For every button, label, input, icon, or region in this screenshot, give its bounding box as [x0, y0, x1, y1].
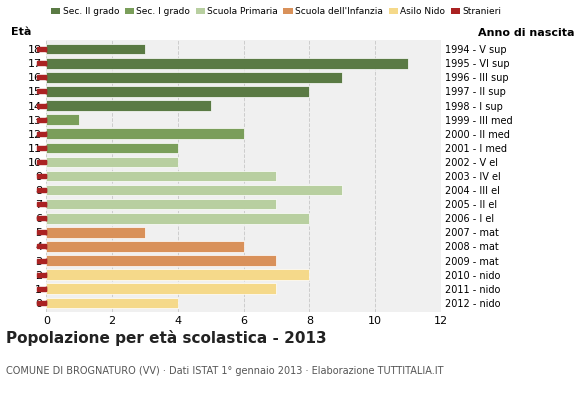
Bar [46, 114, 79, 125]
Bar [37, 104, 46, 108]
Bar [37, 61, 46, 65]
Bar [37, 146, 46, 150]
Bar [46, 171, 277, 181]
Bar [37, 230, 46, 234]
Bar [46, 269, 309, 280]
Bar [46, 72, 342, 83]
Bar [37, 216, 46, 220]
Bar [37, 47, 46, 51]
Bar [46, 58, 408, 68]
Bar [37, 174, 46, 178]
Text: Anno di nascita: Anno di nascita [478, 28, 574, 38]
Bar [46, 227, 145, 238]
Bar [37, 202, 46, 206]
Text: COMUNE DI BROGNATURO (VV) · Dati ISTAT 1° gennaio 2013 · Elaborazione TUTTITALIA: COMUNE DI BROGNATURO (VV) · Dati ISTAT 1… [6, 366, 443, 376]
Text: Età: Età [11, 27, 31, 37]
Bar [46, 255, 277, 266]
Bar [46, 199, 277, 210]
Bar [46, 241, 244, 252]
Bar [46, 298, 178, 308]
Bar [37, 273, 46, 277]
Bar [46, 213, 309, 224]
Bar [37, 301, 46, 305]
Bar [37, 244, 46, 248]
Bar [37, 188, 46, 192]
Bar [37, 90, 46, 94]
Bar [37, 258, 46, 262]
Text: Popolazione per età scolastica - 2013: Popolazione per età scolastica - 2013 [6, 330, 327, 346]
Bar [46, 157, 178, 167]
Bar [37, 132, 46, 136]
Bar [46, 185, 342, 195]
Bar [37, 160, 46, 164]
Bar [46, 44, 145, 54]
Bar [37, 118, 46, 122]
Bar [37, 287, 46, 291]
Legend: Sec. II grado, Sec. I grado, Scuola Primaria, Scuola dell'Infanzia, Asilo Nido, : Sec. II grado, Sec. I grado, Scuola Prim… [51, 8, 502, 16]
Bar [46, 128, 244, 139]
Bar [46, 142, 178, 153]
Bar [46, 86, 309, 97]
Bar [37, 75, 46, 79]
Bar [46, 100, 211, 111]
Bar [46, 284, 277, 294]
